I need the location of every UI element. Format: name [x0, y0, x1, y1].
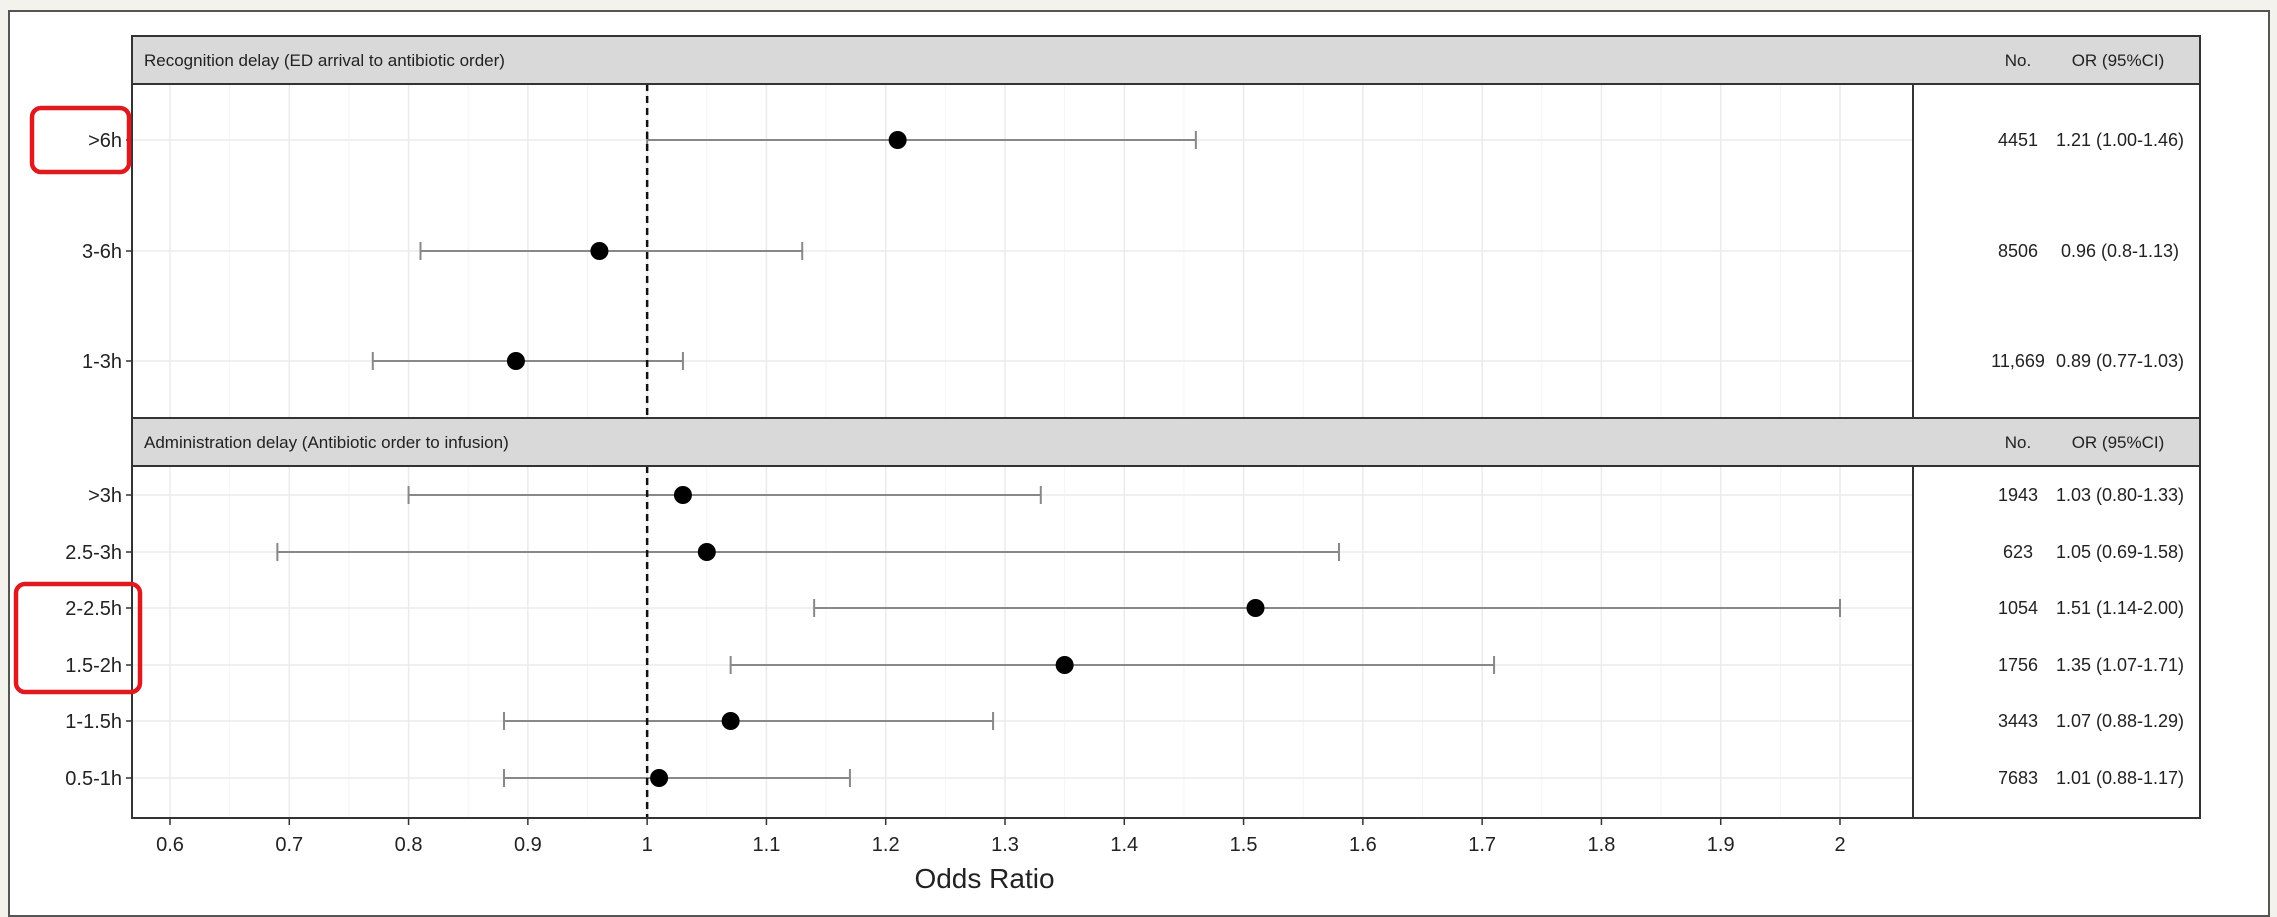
or-point: [697, 543, 716, 561]
row-n: 1943: [1998, 485, 2038, 505]
row-label: >6h: [88, 130, 122, 152]
or-point: [1246, 599, 1265, 617]
row-label: 3-6h: [82, 241, 122, 263]
highlight-box-recognition: [29, 105, 132, 175]
row-label: 2-2.5h: [65, 598, 122, 620]
or-point: [721, 712, 740, 730]
row-or-ci: 0.96 (0.8-1.13): [2061, 241, 2179, 261]
row-n: 8506: [1998, 241, 2038, 261]
row-label: 1-3h: [82, 351, 122, 373]
row-n: 1756: [1998, 655, 2038, 675]
panel-title: Administration delay (Antibiotic order t…: [144, 433, 509, 452]
panel-header: [131, 417, 2201, 467]
col-header-n: No.: [2005, 51, 2031, 70]
row-label: 1-1.5h: [65, 711, 122, 733]
x-tick-label: 1.5: [1230, 834, 1258, 856]
row-or-ci: 1.01 (0.88-1.17): [2056, 768, 2184, 788]
panel-title: Recognition delay (ED arrival to antibio…: [144, 51, 505, 70]
or-point: [506, 352, 525, 370]
row-or-ci: 1.05 (0.69-1.58): [2056, 542, 2184, 562]
row-or-ci: 1.21 (1.00-1.46): [2056, 130, 2184, 150]
panel-header: [131, 35, 2201, 85]
col-header-n: No.: [2005, 433, 2031, 452]
or-point: [650, 769, 669, 787]
or-point: [673, 486, 692, 504]
x-tick-label: 1.4: [1110, 834, 1138, 856]
row-or-ci: 1.51 (1.14-2.00): [2056, 598, 2184, 618]
x-tick-label: 0.8: [395, 834, 423, 856]
row-or-ci: 1.35 (1.07-1.71): [2056, 655, 2184, 675]
plot-panel-border: [131, 465, 1914, 819]
x-tick-label: 1.1: [753, 834, 781, 856]
row-n: 3443: [1998, 711, 2038, 731]
row-n: 623: [2003, 542, 2033, 562]
row-label: >3h: [88, 485, 122, 507]
x-tick-label: 2: [1834, 834, 1845, 856]
or-point: [888, 131, 907, 149]
table-panel-border: [1912, 465, 2201, 819]
row-label: 0.5-1h: [65, 768, 122, 790]
x-tick-label: 0.7: [275, 834, 303, 856]
x-tick-label: 0.9: [514, 834, 542, 856]
row-label: 2.5-3h: [65, 542, 122, 564]
figure-frame: Recognition delay (ED arrival to antibio…: [8, 10, 2270, 917]
col-header-or: OR (95%CI): [2072, 433, 2165, 452]
row-or-ci: 0.89 (0.77-1.03): [2056, 351, 2184, 371]
x-tick-label: 1.7: [1468, 834, 1496, 856]
row-or-ci: 1.03 (0.80-1.33): [2056, 485, 2184, 505]
row-n: 4451: [1998, 130, 2038, 150]
x-tick-label: 1.3: [991, 834, 1019, 856]
x-tick-label: 1.8: [1588, 834, 1616, 856]
x-tick-label: 0.6: [156, 834, 184, 856]
x-tick-label: 1: [642, 834, 653, 856]
x-tick-label: 1.9: [1707, 834, 1735, 856]
col-header-or: OR (95%CI): [2072, 51, 2165, 70]
row-n: 1054: [1998, 598, 2038, 618]
or-point: [1055, 656, 1074, 674]
row-label: 1.5-2h: [65, 655, 122, 677]
highlight-box-administration: [13, 581, 143, 695]
row-n: 7683: [1998, 768, 2038, 788]
row-n: 11,669: [1991, 351, 2045, 371]
x-tick-label: 1.6: [1349, 834, 1377, 856]
row-or-ci: 1.07 (0.88-1.29): [2056, 711, 2184, 731]
forest-plot: Recognition delay (ED arrival to antibio…: [13, 35, 2201, 894]
or-point: [590, 242, 609, 260]
x-tick-label: 1.2: [872, 834, 900, 856]
x-axis-title: Odds Ratio: [914, 863, 1054, 894]
